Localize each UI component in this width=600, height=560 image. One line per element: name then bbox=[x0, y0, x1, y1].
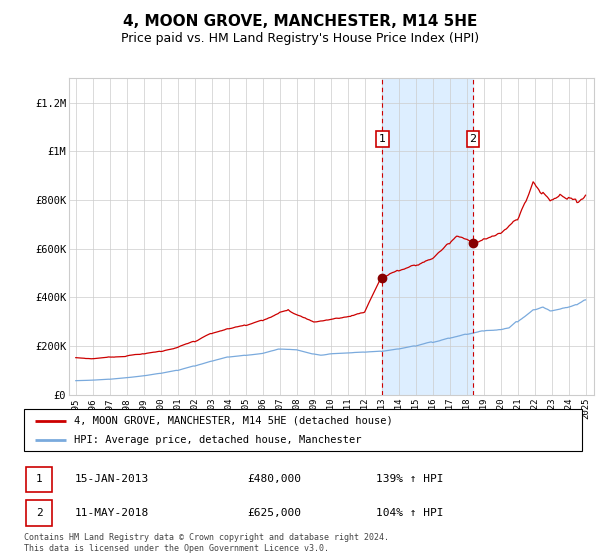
Text: 11-MAY-2018: 11-MAY-2018 bbox=[74, 508, 148, 518]
Text: 1: 1 bbox=[379, 134, 386, 144]
Text: 104% ↑ HPI: 104% ↑ HPI bbox=[376, 508, 443, 518]
Text: 4, MOON GROVE, MANCHESTER, M14 5HE: 4, MOON GROVE, MANCHESTER, M14 5HE bbox=[123, 14, 477, 29]
Text: HPI: Average price, detached house, Manchester: HPI: Average price, detached house, Manc… bbox=[74, 435, 362, 445]
Text: £625,000: £625,000 bbox=[247, 508, 301, 518]
Text: 2: 2 bbox=[35, 508, 43, 518]
Text: 15-JAN-2013: 15-JAN-2013 bbox=[74, 474, 148, 484]
Text: £480,000: £480,000 bbox=[247, 474, 301, 484]
Text: 2: 2 bbox=[469, 134, 476, 144]
Text: Contains HM Land Registry data © Crown copyright and database right 2024.
This d: Contains HM Land Registry data © Crown c… bbox=[24, 533, 389, 553]
Text: Price paid vs. HM Land Registry's House Price Index (HPI): Price paid vs. HM Land Registry's House … bbox=[121, 32, 479, 45]
Text: 4, MOON GROVE, MANCHESTER, M14 5HE (detached house): 4, MOON GROVE, MANCHESTER, M14 5HE (deta… bbox=[74, 416, 393, 426]
Text: 1: 1 bbox=[35, 474, 43, 484]
Bar bbox=[579, 78, 596, 395]
Bar bbox=[26, 501, 52, 526]
Text: 139% ↑ HPI: 139% ↑ HPI bbox=[376, 474, 443, 484]
Bar bbox=[26, 467, 52, 492]
Bar bbox=[382, 78, 473, 395]
